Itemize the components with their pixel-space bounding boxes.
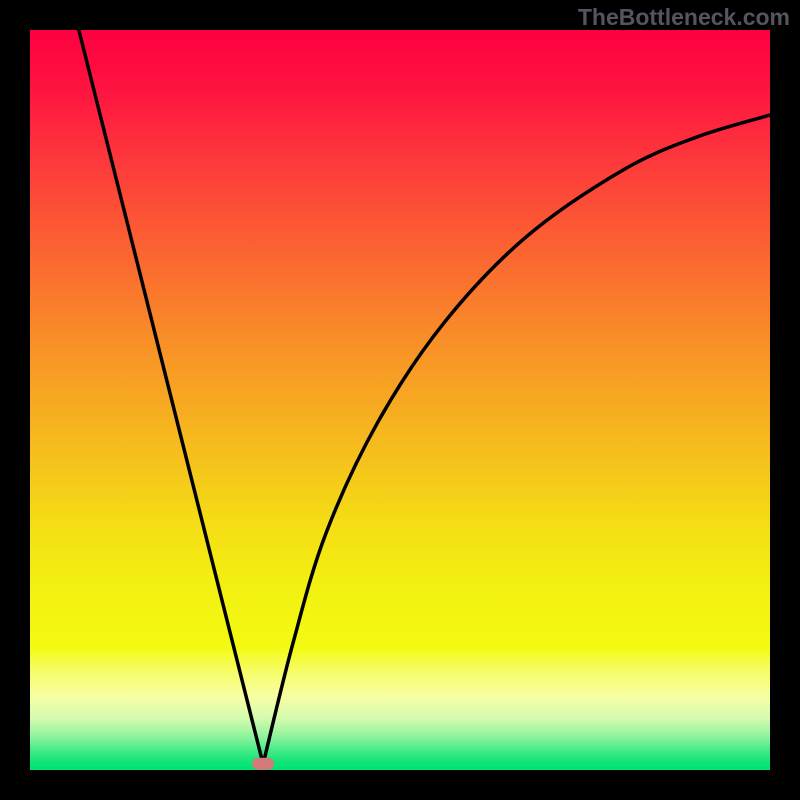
gradient-background <box>30 30 770 770</box>
chart-frame: TheBottleneck.com <box>0 0 800 800</box>
plot-area <box>30 30 770 770</box>
minimum-marker <box>252 758 274 770</box>
watermark-text: TheBottleneck.com <box>578 4 790 31</box>
